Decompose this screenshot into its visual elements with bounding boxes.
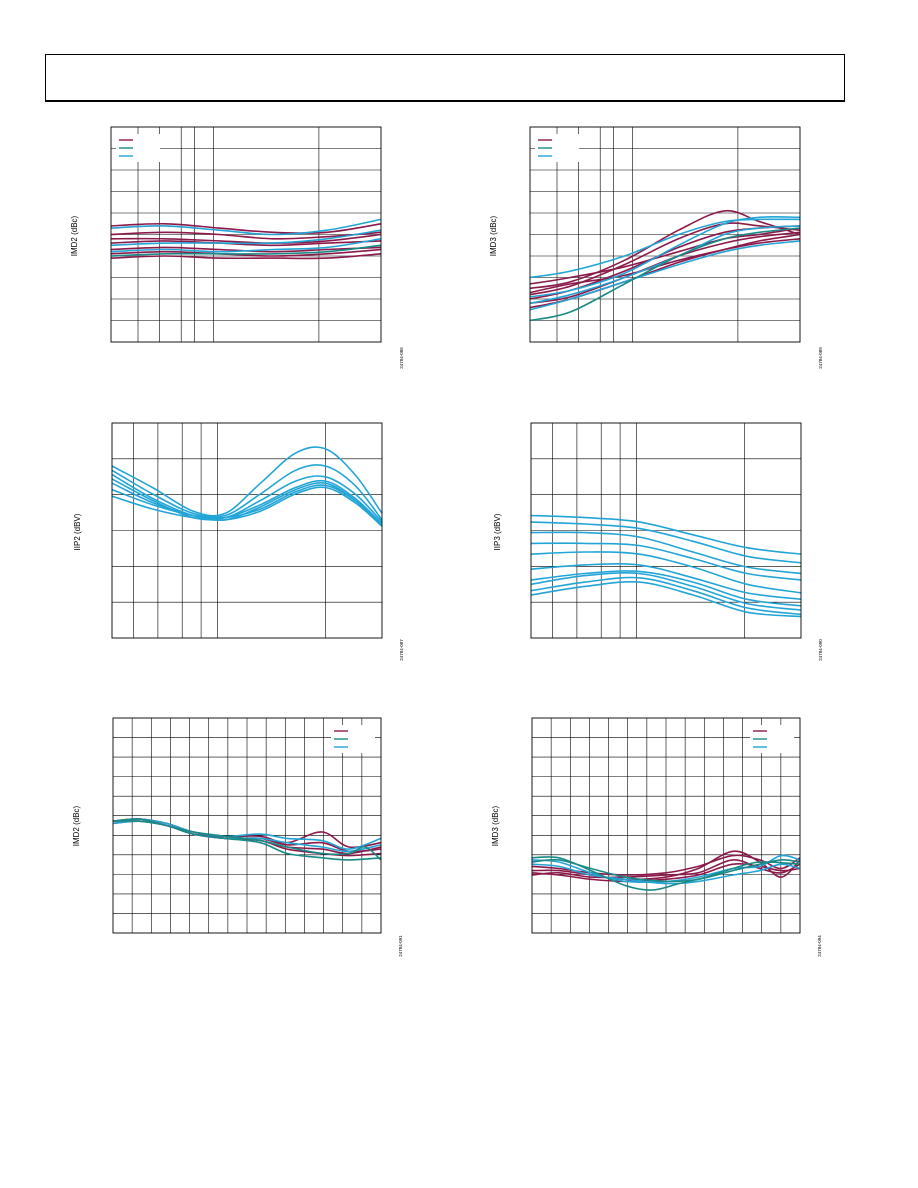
series-line-cyan	[530, 551, 802, 594]
series-line-cyan	[110, 238, 382, 253]
series-line-cyan	[529, 218, 801, 279]
y-axis-label: IMD2 (dBc)	[70, 215, 79, 256]
series-line-cyan	[112, 818, 382, 850]
series-line-burgundy	[110, 231, 382, 240]
chart-iip3-mid: IIP3 (dBV) 24784-090	[493, 422, 823, 661]
series-line-cyan	[530, 531, 802, 575]
series-line-burgundy	[531, 862, 801, 883]
page-header-box	[45, 54, 845, 102]
series-line-cyan	[111, 446, 383, 517]
figure-id: 24784-087	[399, 639, 404, 661]
figure-id: 24784-086	[399, 347, 404, 369]
series-line-teal	[529, 227, 801, 322]
series-line-burgundy	[110, 222, 382, 234]
series-line-cyan	[530, 580, 802, 618]
series-line-cyan	[111, 486, 383, 527]
series-line-cyan	[111, 473, 383, 523]
series-line-burgundy	[529, 238, 801, 294]
series-line-burgundy	[529, 222, 801, 296]
plot-frame	[112, 717, 382, 934]
series-line-cyan	[111, 464, 383, 521]
y-axis-label: IIP2 (dBV)	[73, 513, 82, 550]
series-line-cyan	[530, 572, 802, 611]
chart-imd2-bottom: IMD2 (dBc) 24784-091	[72, 717, 403, 957]
series-line-cyan	[530, 562, 802, 601]
y-axis-label: IMD3 (dBc)	[489, 215, 498, 256]
chart-imd3-bottom: IMD3 (dBc) 24784-094	[491, 717, 822, 957]
series-line-cyan	[111, 484, 383, 525]
series-line-cyan	[531, 854, 801, 883]
series-line-cyan	[530, 576, 802, 616]
plot-frame	[531, 717, 801, 934]
plot-frame	[529, 126, 801, 343]
series-line-cyan	[529, 216, 801, 298]
series-line-cyan	[530, 542, 802, 581]
series-line-burgundy	[110, 248, 382, 257]
figure-id: 24784-091	[398, 935, 403, 957]
series-line-cyan	[530, 514, 802, 555]
series-line-cyan	[529, 240, 801, 311]
series-line-burgundy	[110, 240, 382, 247]
figure-id: 24784-090	[818, 639, 823, 661]
chart-imd3-top: IMD3 (dBc) 24784-089	[489, 126, 823, 369]
series-line-burgundy	[110, 253, 382, 260]
chart-imd2-top: IMD2 (dBc) 24784-086	[70, 126, 404, 369]
plot-frame	[110, 126, 382, 343]
series-line-teal	[112, 818, 382, 861]
y-axis-label: IMD3 (dBc)	[491, 805, 500, 846]
series-line-cyan	[530, 521, 802, 564]
series-line-cyan	[110, 218, 382, 236]
chart-iip2-mid: IIP2 (dBV) 24784-087	[73, 422, 404, 661]
series-line-burgundy	[529, 227, 801, 285]
series-line-burgundy	[531, 859, 801, 879]
series-line-burgundy	[529, 209, 801, 290]
plot-frame	[111, 422, 383, 639]
series-line-cyan	[110, 229, 382, 247]
y-axis-label: IIP3 (dBV)	[493, 513, 502, 550]
series-line-cyan	[530, 570, 802, 607]
figure-id: 24784-089	[818, 347, 823, 369]
series-line-teal	[110, 244, 382, 257]
series-line-teal	[112, 820, 382, 861]
plot-frame	[530, 422, 802, 639]
y-axis-label: IMD2 (dBc)	[72, 805, 81, 846]
series-line-cyan	[111, 478, 383, 525]
series-line-burgundy	[110, 233, 382, 244]
series-line-teal	[531, 858, 801, 883]
figure-id: 24784-094	[817, 935, 822, 957]
